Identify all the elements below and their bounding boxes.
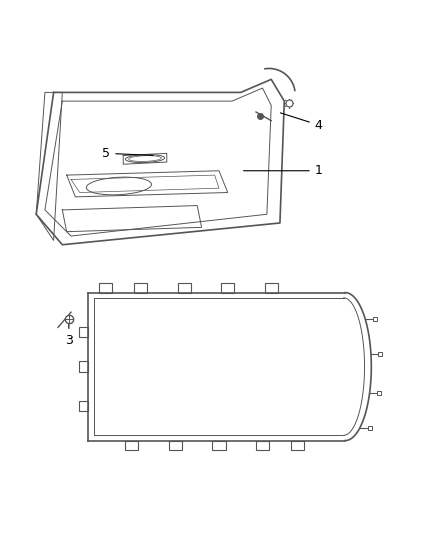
Text: 1: 1: [244, 164, 323, 177]
Text: 5: 5: [102, 147, 153, 160]
Text: 3: 3: [65, 324, 73, 347]
Text: 4: 4: [280, 113, 323, 132]
